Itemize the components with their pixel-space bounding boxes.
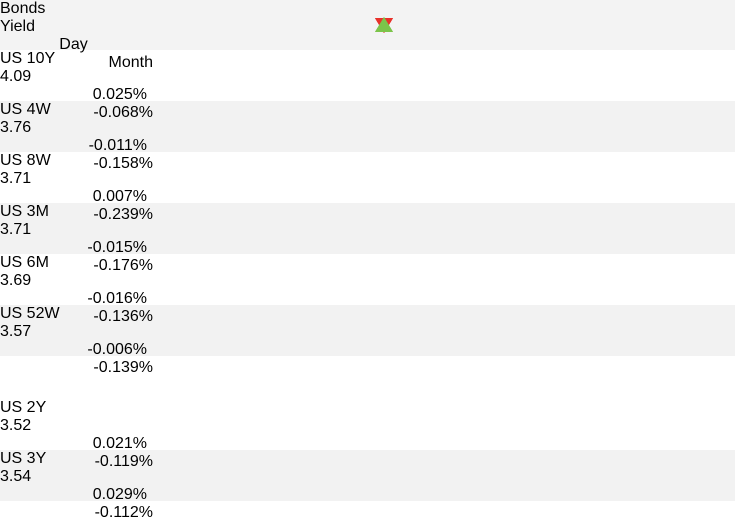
table-row: US 52W 3.57 -0.006% -0.139% — [0, 18, 735, 376]
table-row: US 4W 3.76 -0.011% -0.158% — [0, 18, 735, 172]
value-cell: -0.112% — [94, 504, 153, 521]
table-row: US 3M 3.71 -0.015% -0.176% — [0, 18, 735, 274]
value-cell: -0.136% — [93, 308, 153, 325]
value-cell: -0.068% — [93, 104, 153, 121]
value-cell: 3.71 — [0, 170, 32, 187]
value-cell: -0.158% — [93, 155, 153, 172]
value-cell: 3.52 — [0, 417, 32, 434]
value-cell: -0.011% — [88, 137, 147, 154]
value-cell: -0.015% — [87, 239, 147, 256]
value-cell: 0.021% — [92, 435, 147, 452]
value-cell: 3.76 — [0, 119, 32, 136]
bond-name: US 6M — [0, 254, 49, 271]
value-cell: -0.139% — [93, 359, 153, 376]
trend-arrow — [375, 17, 393, 32]
table-row: US 10Y 4.09 0.025% -0.068% — [0, 17, 735, 121]
value-cell: 3.71 — [0, 221, 32, 238]
value-cell: 3.69 — [0, 272, 32, 289]
value-cell: -0.176% — [93, 257, 153, 274]
value-cell: -0.006% — [87, 341, 147, 358]
value-cell: -0.239% — [93, 206, 153, 223]
bond-name: US 3M — [0, 203, 49, 220]
bond-name: US 8W — [0, 152, 51, 169]
bond-name: US 2Y — [0, 399, 47, 416]
value-cell: 0.007% — [92, 188, 147, 205]
header-cell: Bonds — [0, 0, 46, 17]
bond-name: US 10Y — [0, 50, 56, 67]
header-cell: Day — [59, 36, 88, 53]
header-row: Bonds Yield Day Month — [0, 0, 735, 71]
trend-arrow-shape — [375, 17, 393, 32]
value-cell: 0.025% — [92, 86, 147, 103]
header-cell: Yield — [0, 18, 35, 35]
table-row: US 6M 3.69 -0.016% -0.136% — [0, 18, 735, 325]
value-cell: -0.119% — [94, 453, 153, 470]
bond-name: US 4W — [0, 101, 51, 118]
value-cell: 4.09 — [0, 68, 32, 85]
bond-name: US 3Y — [0, 450, 47, 467]
value-cell: 3.54 — [0, 468, 32, 485]
bond-name: US 52W — [0, 305, 60, 322]
table-row: US 2Y 3.52 0.021% -0.119% — [0, 17, 735, 470]
value-cell: -0.016% — [87, 290, 147, 307]
highlight-box — [0, 356, 318, 399]
value-cell: 0.029% — [92, 486, 147, 503]
header-cell: Month — [108, 54, 153, 71]
table-row: US 8W 3.71 0.007% -0.239% — [0, 18, 735, 223]
value-cell: 3.57 — [0, 323, 32, 340]
